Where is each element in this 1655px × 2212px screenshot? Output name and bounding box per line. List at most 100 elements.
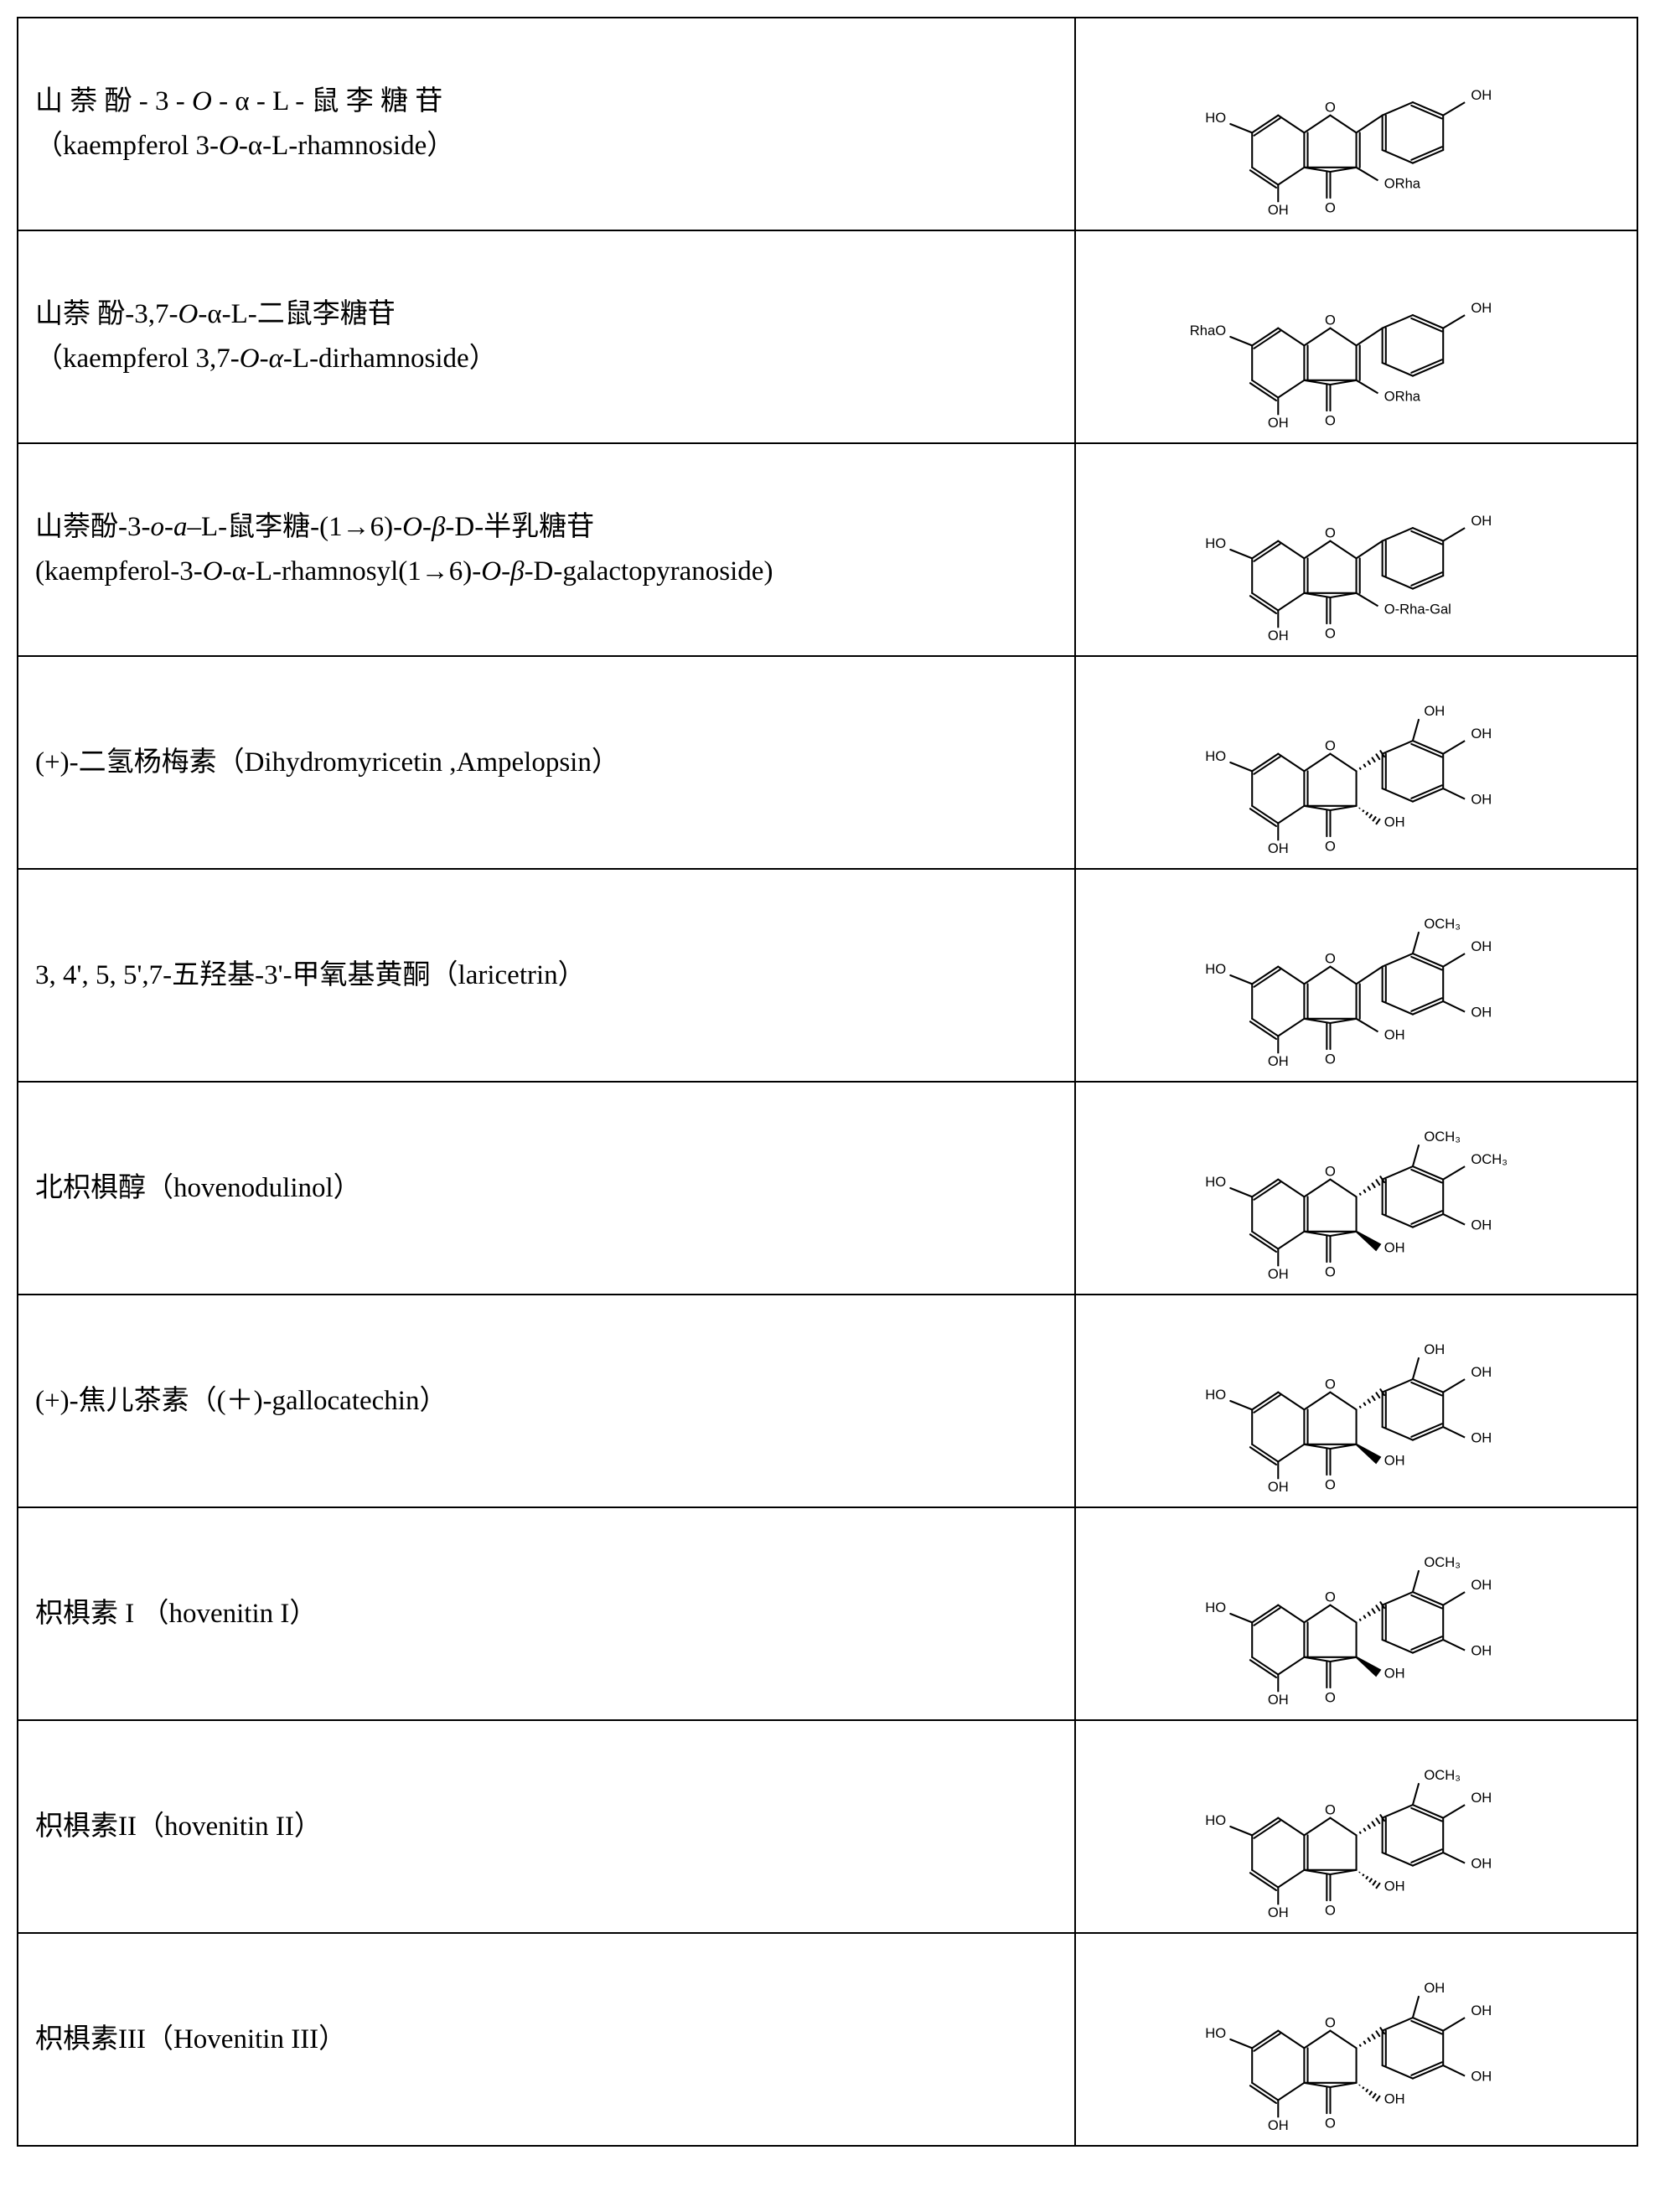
structure-cell: HOOHOOOHOHOHOH xyxy=(1075,656,1637,869)
svg-text:O: O xyxy=(1325,1589,1336,1605)
svg-text:OCH₃: OCH₃ xyxy=(1424,1554,1461,1570)
structure-cell: HOOHOOOHOCH₃OHOH xyxy=(1075,1507,1637,1720)
structure-cell: HOOHOOOHOHOHOH xyxy=(1075,1933,1637,2146)
compound-name-cell: (+)-二氢杨梅素（Dihydromyricetin ,Ampelopsin） xyxy=(18,656,1075,869)
svg-text:OH: OH xyxy=(1268,1053,1289,1069)
table-row: 枳椇素III（Hovenitin III）HOOHOOOHOHOHOH xyxy=(18,1933,1637,2146)
svg-text:OH: OH xyxy=(1471,1364,1492,1380)
svg-text:O: O xyxy=(1325,1903,1336,1919)
svg-text:OH: OH xyxy=(1471,2069,1492,2085)
structure-cell: HOOHOOOHOCH₃OHOH xyxy=(1075,1720,1637,1933)
compound-name-cell: 山 萘 酚 - 3 - O - α - L - 鼠 李 糖 苷 （kaempfer… xyxy=(18,18,1075,230)
compound-name-cell: 枳椇素II（hovenitin II） xyxy=(18,1720,1075,1933)
svg-text:OH: OH xyxy=(1384,1666,1405,1682)
svg-text:OH: OH xyxy=(1384,1240,1405,1256)
svg-text:O: O xyxy=(1325,312,1336,328)
svg-text:O-Rha-Gal: O-Rha-Gal xyxy=(1384,602,1451,618)
svg-text:OH: OH xyxy=(1268,415,1289,431)
svg-text:HO: HO xyxy=(1205,2025,1226,2041)
svg-text:OH: OH xyxy=(1471,1856,1492,1872)
structure-cell: HOOHOOO-Rha-GalOH xyxy=(1075,443,1637,656)
svg-text:O: O xyxy=(1325,1477,1336,1493)
svg-text:ORha: ORha xyxy=(1384,176,1421,192)
svg-text:OH: OH xyxy=(1471,1005,1492,1021)
svg-text:O: O xyxy=(1325,1163,1336,1179)
compound-name-cell: 山萘 酚-3,7-O-α-L-二鼠李糖苷 （kaempferol 3,7-O-α-… xyxy=(18,230,1075,443)
compound-name-cell: 北枳椇醇（hovenodulinol） xyxy=(18,1082,1075,1295)
svg-text:HO: HO xyxy=(1205,748,1226,764)
svg-text:O: O xyxy=(1325,1690,1336,1706)
svg-text:O: O xyxy=(1325,1801,1336,1817)
svg-text:OCH₃: OCH₃ xyxy=(1471,1151,1508,1167)
svg-text:OH: OH xyxy=(1384,814,1405,830)
compound-name-cell: 3, 4', 5, 5',7-五羟基-3'-甲氧基黄酮（laricetrin） xyxy=(18,869,1075,1082)
structure-cell: HOOHOOORhaOH xyxy=(1075,18,1637,230)
name-cn: 3, 4', 5, 5',7-五羟基-3'-甲氧基黄酮（laricetrin） xyxy=(35,960,586,990)
svg-text:OH: OH xyxy=(1471,1430,1492,1446)
svg-text:OH: OH xyxy=(1471,513,1492,529)
structure-cell: RhaOOHOOORhaOH xyxy=(1075,230,1637,443)
svg-text:HO: HO xyxy=(1205,1600,1226,1615)
svg-text:OH: OH xyxy=(1384,2091,1405,2107)
structure-cell: HOOHOOOHOCH₃OCH₃OH xyxy=(1075,1082,1637,1295)
name-cn: (+)-二氢杨梅素（Dihydromyricetin ,Ampelopsin） xyxy=(35,747,619,778)
table-row: 山萘酚-3-o-a–L-鼠李糖-(1→6)-O-β-D-半乳糖苷 (kaempfe… xyxy=(18,443,1637,656)
compound-table: 山 萘 酚 - 3 - O - α - L - 鼠 李 糖 苷 （kaempfer… xyxy=(17,17,1638,2147)
svg-text:OH: OH xyxy=(1471,300,1492,316)
compound-name-cell: 枳椇素III（Hovenitin III） xyxy=(18,1933,1075,2146)
svg-text:O: O xyxy=(1325,1052,1336,1067)
table-row: 3, 4', 5, 5',7-五羟基-3'-甲氧基黄酮（laricetrin） H… xyxy=(18,869,1637,1082)
table-row: 枳椇素II（hovenitin II）HOOHOOOHOCH₃OHOH xyxy=(18,1720,1637,1933)
svg-text:OH: OH xyxy=(1384,1453,1405,1469)
svg-text:HO: HO xyxy=(1205,961,1226,977)
svg-text:OH: OH xyxy=(1268,1266,1289,1282)
table-row: 山 萘 酚 - 3 - O - α - L - 鼠 李 糖 苷 （kaempfer… xyxy=(18,18,1637,230)
svg-text:OH: OH xyxy=(1471,1217,1492,1233)
svg-text:O: O xyxy=(1325,1264,1336,1280)
name-en: (kaempferol-3-O-α-L-rhamnosyl(1→6)-O-β-D… xyxy=(35,556,773,587)
name-cn: 枳椇素 I （hovenitin I） xyxy=(35,1599,317,1629)
svg-text:O: O xyxy=(1325,737,1336,753)
svg-text:OH: OH xyxy=(1471,87,1492,103)
table-row: (+)-焦儿茶素（(＋)-gallocatechin）HOOHOOOHOHOHO… xyxy=(18,1295,1637,1507)
svg-text:OCH₃: OCH₃ xyxy=(1424,916,1461,932)
svg-text:HO: HO xyxy=(1205,535,1226,551)
svg-text:HO: HO xyxy=(1205,1812,1226,1828)
svg-text:O: O xyxy=(1325,413,1336,429)
svg-text:O: O xyxy=(1325,2014,1336,2030)
compound-name-cell: (+)-焦儿茶素（(＋)-gallocatechin） xyxy=(18,1295,1075,1507)
svg-text:O: O xyxy=(1325,200,1336,216)
svg-text:OH: OH xyxy=(1384,1027,1405,1043)
svg-text:ORha: ORha xyxy=(1384,389,1421,405)
svg-text:O: O xyxy=(1325,1376,1336,1392)
structure-cell: HOOHOOOHOCH₃OHOH xyxy=(1075,869,1637,1082)
svg-text:OH: OH xyxy=(1471,1577,1492,1593)
name-en: （kaempferol 3-O-α-L-rhamnoside） xyxy=(35,131,454,161)
svg-text:OH: OH xyxy=(1384,1879,1405,1894)
name-en: （kaempferol 3,7-O-α-L-dirhamnoside） xyxy=(35,344,497,374)
svg-text:OCH₃: OCH₃ xyxy=(1424,1129,1461,1145)
svg-text:OH: OH xyxy=(1268,2117,1289,2133)
svg-text:OH: OH xyxy=(1268,1904,1289,1920)
name-cn: 北枳椇醇（hovenodulinol） xyxy=(35,1173,361,1203)
svg-text:HO: HO xyxy=(1205,110,1226,126)
svg-text:OH: OH xyxy=(1424,1341,1445,1357)
name-cn: (+)-焦儿茶素（(＋)-gallocatechin） xyxy=(35,1386,447,1416)
svg-text:HO: HO xyxy=(1205,1387,1226,1403)
name-cn: 山萘酚-3-o-a–L-鼠李糖-(1→6)-O-β-D-半乳糖苷 xyxy=(35,512,594,542)
compound-name-cell: 山萘酚-3-o-a–L-鼠李糖-(1→6)-O-β-D-半乳糖苷 (kaempfe… xyxy=(18,443,1075,656)
name-cn: 枳椇素II（hovenitin II） xyxy=(35,1811,322,1842)
name-cn: 山萘 酚-3,7-O-α-L-二鼠李糖苷 xyxy=(35,299,396,329)
table-row: 山萘 酚-3,7-O-α-L-二鼠李糖苷 （kaempferol 3,7-O-α-… xyxy=(18,230,1637,443)
svg-text:OH: OH xyxy=(1471,792,1492,808)
svg-text:OH: OH xyxy=(1471,1643,1492,1659)
table-row: 北枳椇醇（hovenodulinol）HOOHOOOHOCH₃OCH₃OH xyxy=(18,1082,1637,1295)
svg-text:OH: OH xyxy=(1424,1980,1445,1996)
table-row: 枳椇素 I （hovenitin I）HOOHOOOHOCH₃OHOH xyxy=(18,1507,1637,1720)
svg-text:OH: OH xyxy=(1268,840,1289,856)
structure-cell: HOOHOOOHOHOHOH xyxy=(1075,1295,1637,1507)
name-cn: 山 萘 酚 - 3 - O - α - L - 鼠 李 糖 苷 xyxy=(35,86,442,116)
svg-text:O: O xyxy=(1325,525,1336,540)
svg-text:OH: OH xyxy=(1268,202,1289,218)
svg-text:OH: OH xyxy=(1471,2003,1492,2018)
